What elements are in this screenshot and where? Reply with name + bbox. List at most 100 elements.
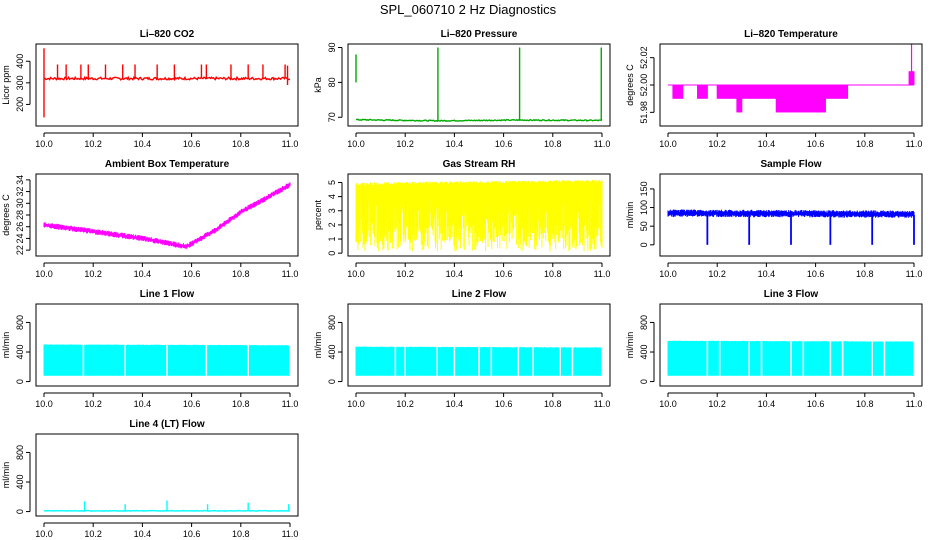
x-tick-label: 10.8 [856,399,874,409]
x-tick-label: 10.6 [183,529,201,539]
y-tick-label: 30 [15,198,25,208]
series-box-temp [43,182,291,250]
x-tick-label: 10.0 [35,269,53,279]
x-tick-label: 10.8 [856,269,874,279]
x-tick-label: 10.6 [807,399,825,409]
series-line [43,75,291,82]
x-tick-label: 11.0 [906,399,923,409]
y-tick-label: 0 [15,509,25,514]
y-tick-label: 5 [327,180,337,185]
x-tick-label: 10.0 [659,269,677,279]
y-axis-label: percent [313,199,323,230]
y-tick-label: 150 [639,181,649,196]
chart-title: Ambient Box Temperature [105,159,230,170]
x-tick-label: 10.8 [232,399,250,409]
y-axis: 0 50 100 150 ml/min [625,181,655,247]
y-tick-label: 52.00 [639,74,649,97]
y-tick-label: 28 [15,210,25,220]
chart-panel-9: Line 3 Flow 10.0 10.2 10.4 10.6 10.8 11.0 0 400 8… [625,289,923,409]
plot-frame [35,433,299,517]
x-tick-label: 10.2 [396,139,414,149]
x-tick-label: 10.8 [232,269,250,279]
x-axis: 10.0 10.2 10.4 10.6 10.8 11.0 [659,132,922,149]
y-tick-label: 0 [327,251,337,256]
x-axis: 10.0 10.2 10.4 10.6 10.8 11.0 [347,262,610,279]
chart-panel-6: Sample Flow 10.0 10.2 10.4 10.6 10.8 11.0 0 50 10… [625,159,923,279]
y-tick-label: 0 [639,242,649,247]
series-line-3 [667,340,915,376]
x-tick-label: 10.6 [183,139,201,149]
x-tick-label: 10.4 [446,139,464,149]
y-axis: 0 400 800 ml/min [1,315,31,384]
x-tick-label: 10.2 [84,269,102,279]
x-tick-label: 10.4 [134,139,152,149]
y-tick-label: 50 [639,221,649,231]
x-tick-label: 10.4 [134,529,152,539]
y-axis-label: ml/min [1,462,11,489]
chart-panel-10: Line 4 (LT) Flow 10.0 10.2 10.4 10.6 10.8 11.0… [1,419,299,539]
y-tick-label: 400 [15,475,25,490]
x-tick-label: 10.4 [446,269,464,279]
x-tick-label: 11.0 [282,399,299,409]
y-axis-label: Licor ppm [1,65,11,105]
series-line-4 [43,500,291,512]
plot-frame [659,43,923,127]
x-axis: 10.0 10.2 10.4 10.6 10.8 11.0 [35,132,298,149]
y-axis-label: degrees C [1,194,11,236]
y-tick-label: 800 [15,445,25,460]
x-tick-label: 10.4 [446,399,464,409]
x-tick-label: 10.0 [35,529,53,539]
x-tick-label: 11.0 [594,399,611,409]
chart-panel-5: Gas Stream RH 10.0 10.2 10.4 10.6 10.8 11.0 0 1 2… [313,159,611,279]
x-axis: 10.0 10.2 10.4 10.6 10.8 11.0 [35,392,299,409]
y-tick-label: 400 [639,345,649,360]
x-tick-label: 10.2 [84,529,102,539]
x-tick-label: 10.8 [544,139,562,149]
y-axis-label: ml/min [1,332,11,359]
y-tick-label: 0 [639,379,649,384]
y-tick-label: 52.02 [639,46,649,69]
y-axis: 0 400 800 ml/min [625,315,655,384]
y-axis: 200 300 400 Licor ppm [1,54,31,112]
y-tick-label: 22 [15,245,25,255]
y-axis: 0 400 800 ml/min [1,445,31,514]
y-tick-label: 34 [15,175,25,185]
x-tick-label: 10.2 [396,399,414,409]
x-axis: 10.0 10.2 10.4 10.6 10.8 11.0 [35,262,298,279]
plot-frame [659,303,923,387]
chart-panel-3: Li–820 Temperature 10.0 10.2 10.4 10.6 10.8 11… [625,29,923,149]
y-axis-label: ml/min [625,332,635,359]
chart-title: Line 2 Flow [452,289,507,300]
y-axis: 0 400 800 ml/min [313,315,343,384]
series-rh [355,179,603,252]
x-tick-label: 10.0 [347,139,365,149]
x-axis: 10.0 10.2 10.4 10.6 10.8 11.0 [35,522,298,539]
chart-panel-7: Line 1 Flow 10.0 10.2 10.4 10.6 10.8 11.0 0 400 8… [1,289,299,409]
plot-frame [659,173,923,257]
plot-frame [35,173,299,257]
chart-title: Li–820 Temperature [744,29,838,40]
chart-title: Gas Stream RH [443,159,516,170]
plot-frame [347,43,611,127]
chart-panel-8: Line 2 Flow 10.0 10.2 10.4 10.6 10.8 11.0 0 400 8… [313,289,611,409]
y-tick-label: 400 [15,54,25,69]
x-tick-label: 10.4 [758,139,776,149]
y-axis-label: degrees C [625,64,635,106]
x-tick-label: 10.0 [35,399,53,409]
y-axis-label: ml/min [313,332,323,359]
x-axis: 10.0 10.2 10.4 10.6 10.8 11.0 [347,132,610,149]
y-tick-label: 3 [327,208,337,213]
x-tick-label: 10.0 [659,139,677,149]
x-axis: 10.0 10.2 10.4 10.6 10.8 11.0 [347,392,611,409]
x-tick-label: 10.2 [84,139,102,149]
x-tick-label: 10.6 [807,269,825,279]
x-tick-label: 10.4 [134,269,152,279]
x-tick-label: 10.2 [708,269,726,279]
x-tick-label: 10.8 [544,269,562,279]
y-axis: 70 80 90 kPa [313,42,343,122]
series-temperature [668,44,915,113]
plot-frame [347,173,611,257]
